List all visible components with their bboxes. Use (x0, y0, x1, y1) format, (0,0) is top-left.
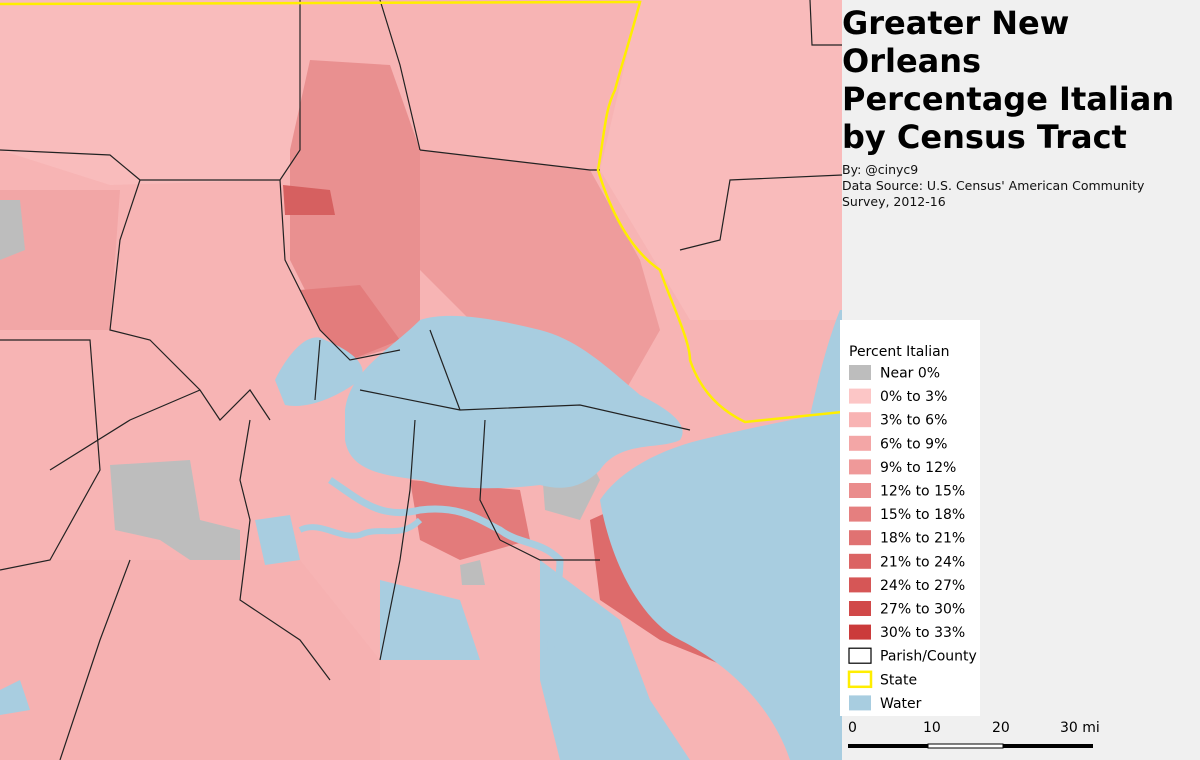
legend-swatch (849, 483, 871, 498)
byline: By: @cinyc9 (842, 162, 919, 177)
legend-swatch (849, 459, 871, 475)
legend-swatch (849, 624, 871, 640)
legend-swatch (848, 647, 872, 664)
scale-label: 0 (848, 720, 857, 736)
source: Data Source: U.S. Census' American Commu… (842, 178, 1145, 209)
legend-label: Water (880, 696, 922, 712)
legend-swatch (849, 412, 871, 428)
legend-label: 3% to 6% (880, 413, 947, 429)
scale-label: 10 (923, 720, 941, 736)
title-panel: Greater New Orleans Percentage Italian b… (842, 4, 1192, 210)
scale-graphic: 0 10 20 30 mi (848, 720, 1100, 749)
legend-swatch (849, 530, 871, 546)
legend-label: Near 0% (880, 366, 940, 382)
legend-label: 30% to 33% (880, 625, 965, 641)
legend-swatch (847, 670, 873, 689)
legend-label: Parish/County (880, 649, 977, 665)
legend-swatch (849, 506, 871, 522)
legend-label: 18% to 21% (880, 531, 965, 547)
legend-graphic: Percent Italian Near 0% 0% to 3% 3% to 6% 6… (847, 344, 977, 712)
legend-swatch (849, 695, 871, 711)
legend-label: 6% to 9% (880, 436, 947, 452)
scale-label: 30 mi (1060, 720, 1100, 736)
scale-bar: 0 10 20 30 mi (840, 716, 1110, 760)
legend-swatch (849, 388, 871, 404)
map (0, 0, 842, 760)
legend-label: State (880, 672, 917, 688)
scale-label: 20 (992, 720, 1010, 736)
legend-label: 21% to 24% (880, 554, 965, 570)
legend-swatch (849, 365, 871, 380)
legend: Percent Italian Near 0% 0% to 3% 3% to 6% 6… (840, 320, 980, 716)
legend-swatch (849, 577, 871, 593)
legend-label: 15% to 18% (880, 507, 965, 523)
legend-label: 9% to 12% (880, 460, 956, 476)
legend-label: 12% to 15% (880, 484, 965, 500)
legend-label: 24% to 27% (880, 578, 965, 594)
legend-label: 0% to 3% (880, 389, 947, 405)
legend-swatch (849, 553, 871, 569)
legend-label: 27% to 30% (880, 602, 965, 618)
legend-swatch (849, 435, 871, 451)
legend-swatch (849, 601, 871, 616)
map-title: Greater New Orleans Percentage Italian b… (842, 4, 1175, 156)
legend-title: Percent Italian (849, 344, 950, 360)
